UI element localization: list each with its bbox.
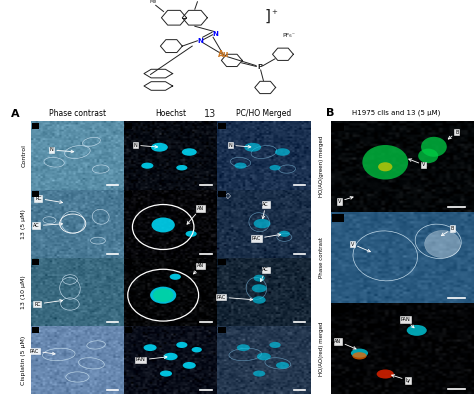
Bar	[218, 191, 226, 197]
Bar	[125, 123, 132, 129]
Bar	[218, 123, 226, 129]
Bar	[32, 123, 39, 129]
Ellipse shape	[164, 353, 178, 360]
Text: PAN: PAN	[136, 356, 167, 362]
Bar	[218, 327, 226, 333]
Text: P: P	[257, 64, 263, 71]
Text: B: B	[448, 130, 458, 139]
Text: AN: AN	[187, 206, 204, 224]
Text: Au: Au	[218, 50, 229, 59]
Text: ◇: ◇	[225, 191, 230, 201]
Ellipse shape	[191, 347, 202, 352]
Text: PF₆⁻: PF₆⁻	[282, 33, 295, 38]
Ellipse shape	[252, 284, 267, 292]
Text: PAC: PAC	[30, 349, 55, 355]
Ellipse shape	[144, 344, 156, 351]
Ellipse shape	[421, 137, 447, 157]
Ellipse shape	[152, 217, 175, 232]
Ellipse shape	[279, 231, 290, 237]
Ellipse shape	[150, 287, 176, 304]
Ellipse shape	[254, 219, 270, 229]
Ellipse shape	[176, 165, 187, 171]
Text: PAC: PAC	[252, 234, 281, 241]
Bar	[125, 259, 132, 265]
Ellipse shape	[257, 353, 271, 360]
Ellipse shape	[183, 362, 196, 369]
Text: N: N	[197, 38, 203, 44]
Ellipse shape	[151, 143, 168, 152]
Text: ]: ]	[265, 8, 271, 24]
Ellipse shape	[237, 344, 250, 351]
Ellipse shape	[418, 149, 438, 163]
Ellipse shape	[185, 231, 197, 237]
Text: PAN: PAN	[401, 317, 414, 328]
Ellipse shape	[160, 370, 172, 377]
Bar	[332, 123, 344, 131]
Text: AN: AN	[335, 339, 356, 349]
Ellipse shape	[176, 342, 187, 348]
Text: B: B	[326, 108, 334, 118]
Text: B: B	[441, 226, 454, 236]
Text: V: V	[338, 197, 353, 204]
Ellipse shape	[254, 275, 265, 282]
Ellipse shape	[141, 163, 154, 169]
Text: PC/HO Merged: PC/HO Merged	[236, 110, 292, 118]
Ellipse shape	[378, 162, 392, 171]
Bar	[125, 327, 132, 333]
Ellipse shape	[269, 342, 281, 348]
Bar	[125, 191, 132, 197]
Ellipse shape	[275, 148, 290, 156]
Text: Hoechst: Hoechst	[155, 110, 186, 118]
Bar	[332, 214, 344, 222]
Ellipse shape	[253, 296, 266, 304]
Text: AN: AN	[193, 263, 204, 274]
Text: AC: AC	[261, 268, 269, 282]
Text: Phase contrast: Phase contrast	[319, 237, 324, 278]
Ellipse shape	[276, 362, 289, 369]
Bar	[32, 327, 39, 333]
Ellipse shape	[235, 163, 246, 169]
Ellipse shape	[425, 230, 460, 258]
Text: N: N	[49, 147, 74, 153]
Bar	[32, 259, 39, 265]
Bar	[218, 259, 226, 265]
Ellipse shape	[170, 274, 181, 280]
Text: V: V	[351, 242, 370, 252]
Ellipse shape	[352, 352, 367, 359]
Text: RC: RC	[34, 299, 63, 307]
Text: PAC: PAC	[216, 295, 253, 301]
Text: Cisplatin (5 μM): Cisplatin (5 μM)	[21, 335, 26, 385]
Ellipse shape	[377, 370, 394, 379]
Ellipse shape	[253, 370, 265, 377]
Ellipse shape	[153, 288, 173, 302]
Text: HO/AO(green) merged: HO/AO(green) merged	[319, 136, 324, 197]
Ellipse shape	[351, 349, 368, 358]
Ellipse shape	[269, 165, 281, 171]
Text: 13: 13	[204, 109, 217, 119]
Text: Me: Me	[149, 0, 157, 4]
Text: Ly: Ly	[392, 375, 410, 383]
Text: 13 (5 μM): 13 (5 μM)	[21, 209, 26, 238]
Text: AC: AC	[33, 223, 63, 228]
Text: +: +	[272, 9, 277, 15]
Text: N: N	[133, 143, 158, 148]
Text: H1975 clls and 13 (5 μM): H1975 clls and 13 (5 μM)	[353, 110, 441, 116]
Ellipse shape	[407, 325, 427, 336]
Text: RC: RC	[35, 196, 63, 203]
Text: Phase contrast: Phase contrast	[49, 110, 106, 118]
Text: V: V	[409, 159, 426, 167]
Bar	[332, 305, 344, 313]
Text: N: N	[228, 143, 251, 148]
Text: HO/AO(red) merged: HO/AO(red) merged	[319, 322, 324, 376]
Text: N: N	[213, 31, 219, 37]
Text: 13 (10 μM): 13 (10 μM)	[21, 275, 26, 309]
Ellipse shape	[182, 148, 197, 156]
Text: A: A	[11, 109, 20, 119]
Text: Control: Control	[21, 144, 26, 167]
Text: AC: AC	[262, 202, 269, 219]
Ellipse shape	[244, 143, 261, 152]
Bar	[32, 191, 39, 197]
Ellipse shape	[362, 145, 408, 180]
